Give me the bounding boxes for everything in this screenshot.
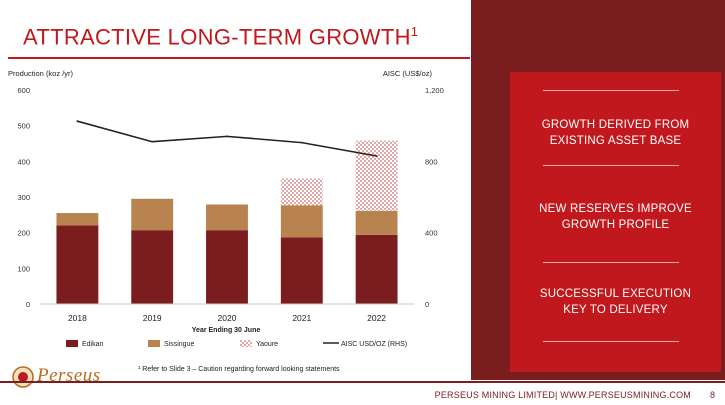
legend-label-edikan: Edikan — [82, 341, 104, 348]
aisc-point-2020 — [226, 135, 228, 138]
y-tick-label: 400 — [17, 157, 30, 166]
callout-line-1: NEW RESERVES IMPROVE — [539, 203, 692, 215]
aisc-point-2019 — [151, 140, 154, 143]
y-tick-label: 0 — [26, 300, 30, 309]
callout-line-2: EXISTING ASSET BASE — [549, 135, 682, 147]
production-chart: Production (koz /yr) AISC (US$/oz) 0 100 2… — [8, 69, 444, 348]
bar-edikan-2019 — [131, 230, 174, 304]
callout-line-2: GROWTH PROFILE — [561, 219, 670, 231]
legend-label-yaoure: Yaoure — [256, 341, 278, 348]
footnote: ¹ Refer to Slide 3 – Caution regarding f… — [138, 366, 340, 373]
bar-yaoure-2022 — [355, 140, 398, 211]
logo-text: Perseus — [37, 365, 101, 386]
aisc-line — [77, 120, 377, 157]
aisc-point-2018 — [76, 120, 79, 123]
x-tick-label-2020: 2020 — [218, 313, 237, 323]
y-tick-label: 500 — [17, 122, 30, 131]
callout-divider — [543, 165, 679, 166]
y-tick-label: 600 — [17, 86, 30, 95]
bar-edikan-2021 — [280, 237, 323, 304]
y-tick-label: 100 — [17, 264, 30, 273]
x-tick-label-2022: 2022 — [367, 313, 386, 323]
slide-title: ATTRACTIVE LONG-TERM GROWTH1 — [23, 24, 418, 50]
aisc-point-2022 — [375, 155, 378, 157]
footer-website: PERSEUS MINING LIMITED| WWW.PERSEUSMININ… — [434, 390, 691, 400]
x-tick-label-2019: 2019 — [143, 313, 162, 323]
bar-edikan-2022 — [355, 234, 398, 304]
bar-sissingue-2020 — [206, 204, 248, 231]
callout-new-reserves: NEW RESERVES IMPROVE GROWTH PROFILE — [510, 201, 721, 233]
x-axis-title: Year Ending 30 June — [192, 327, 261, 334]
callout-divider — [543, 90, 679, 91]
callout-line-1: SUCCESSFUL EXECUTION — [539, 288, 692, 300]
bar-sissingue-2019 — [131, 198, 174, 231]
title-underline — [8, 57, 470, 59]
callout-divider — [543, 262, 679, 263]
y2-tick-label: 400 — [425, 229, 438, 238]
legend-swatch-yaoure — [240, 340, 252, 347]
page-number: 8 — [709, 390, 715, 400]
y-tick-label: 200 — [17, 229, 30, 238]
y2-tick-label: 1,200 — [425, 86, 444, 95]
callout-line-1: GROWTH DERIVED FROM — [541, 119, 690, 131]
y2-tick-label: 0 — [425, 300, 429, 309]
y-axis-title: Production (koz /yr) — [8, 69, 74, 78]
legend-label-aisc-usd-oz-rhs: AISC USD/OZ (RHS) — [341, 341, 407, 348]
legend-swatch-edikan — [66, 340, 78, 347]
footer-rule — [0, 381, 725, 383]
bar-sissingue-2018 — [56, 213, 99, 226]
bar-edikan-2020 — [206, 230, 248, 304]
legend-swatch-sissingue — [148, 340, 160, 347]
callout-growth-derived: GROWTH DERIVED FROM EXISTING ASSET BASE — [510, 117, 721, 149]
y2-tick-label: 800 — [425, 157, 438, 166]
callout-line-2: KEY TO DELIVERY — [563, 304, 668, 316]
callout-successful-execution: SUCCESSFUL EXECUTION KEY TO DELIVERY — [510, 286, 721, 318]
x-tick-label-2021: 2021 — [292, 313, 311, 323]
x-tick-label-2018: 2018 — [68, 313, 87, 323]
bar-yaoure-2021 — [280, 178, 323, 206]
bar-edikan-2018 — [56, 225, 99, 304]
title-footnote-marker: 1 — [410, 24, 419, 39]
slide-title-text: ATTRACTIVE LONG-TERM GROWTH — [23, 24, 411, 50]
callout-box — [510, 72, 721, 372]
aisc-point-2021 — [300, 141, 303, 144]
legend-label-sissingue: Sissingue — [164, 341, 194, 348]
y2-axis-title: AISC (US$/oz) — [383, 69, 433, 78]
bar-sissingue-2022 — [355, 210, 398, 235]
y-tick-label: 300 — [17, 193, 30, 202]
bar-sissingue-2021 — [280, 205, 323, 238]
callout-divider — [543, 341, 679, 342]
